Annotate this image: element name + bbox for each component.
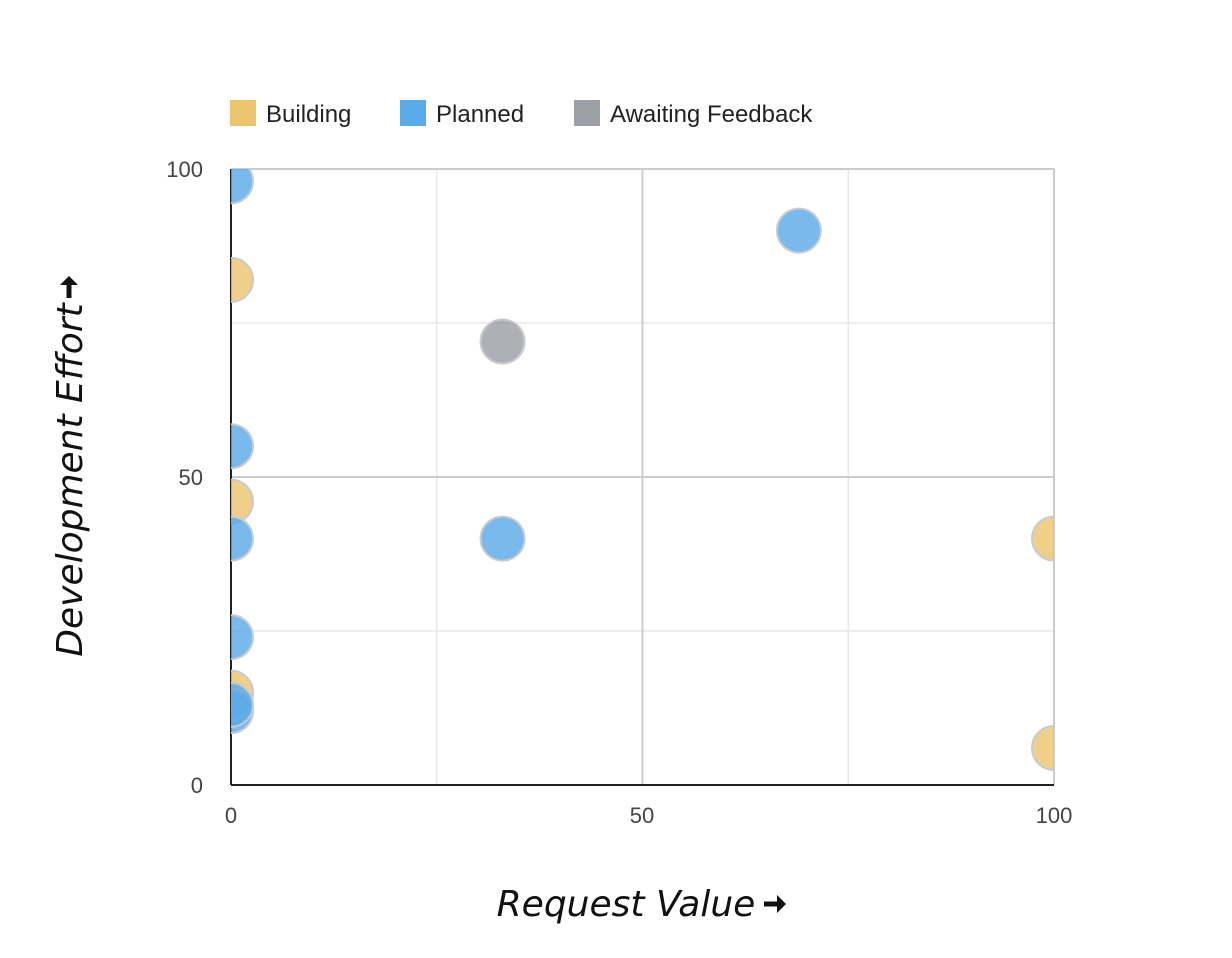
legend: Building Planned Awaiting Feedback	[230, 100, 813, 128]
data-point-planned-1[interactable]	[209, 423, 254, 470]
data-point-planned-5[interactable]	[209, 681, 254, 728]
arrow-right-icon	[764, 895, 786, 913]
data-point-planned-3[interactable]	[209, 614, 254, 661]
data-point-planned-6[interactable]	[479, 515, 526, 562]
x-axis-title-text: Request Value	[497, 884, 756, 925]
y-axis-title: Development Effort	[50, 276, 91, 657]
y-tick-label-0: 0	[191, 773, 203, 798]
data-point-building-1[interactable]	[209, 478, 254, 525]
legend-label-awaiting-feedback: Awaiting Feedback	[610, 101, 813, 128]
data-points	[209, 159, 1076, 772]
legend-swatch-planned	[400, 100, 426, 126]
y-tick-label-50: 50	[179, 465, 203, 490]
x-tick-label-100: 100	[1036, 803, 1073, 828]
data-point-planned-2[interactable]	[209, 515, 254, 562]
grid	[231, 168, 1055, 785]
y-axis-title-text: Development Effort	[50, 301, 91, 656]
data-point-planned-7[interactable]	[775, 207, 822, 254]
data-point-building-3[interactable]	[1031, 515, 1076, 562]
data-point-building-0[interactable]	[209, 256, 254, 303]
legend-label-building: Building	[266, 101, 351, 128]
arrow-up-icon	[60, 276, 78, 298]
y-tick-label-100: 100	[166, 157, 203, 182]
legend-swatch-building	[230, 100, 256, 126]
x-tick-label-0: 0	[225, 803, 237, 828]
legend-swatch-awaiting-feedback	[574, 100, 600, 126]
x-tick-label-50: 50	[630, 803, 654, 828]
data-point-building-4[interactable]	[1031, 725, 1076, 772]
data-point-awaiting-feedback-0[interactable]	[479, 318, 526, 365]
legend-label-planned: Planned	[436, 101, 524, 128]
x-axis-title: Request Value	[497, 884, 786, 925]
data-point-planned-0[interactable]	[209, 159, 254, 205]
